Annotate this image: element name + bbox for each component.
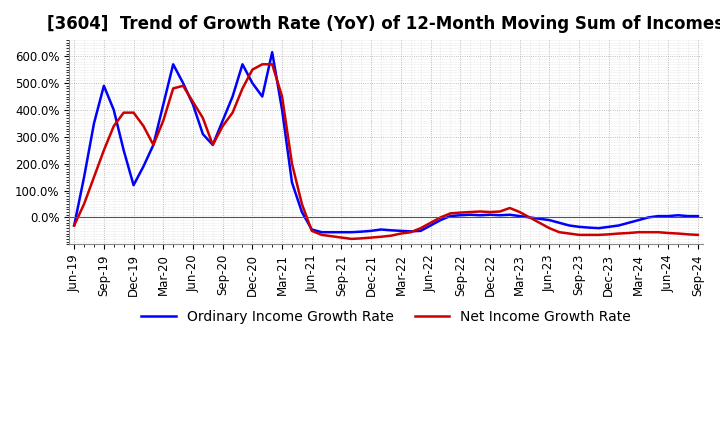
Ordinary Income Growth Rate [397, 228, 405, 234]
Ordinary Income Growth Rate [693, 213, 702, 219]
Line: Ordinary Income Growth Rate: Ordinary Income Growth Rate [74, 52, 698, 232]
Ordinary Income Growth Rate [495, 213, 504, 218]
Ordinary Income Growth Rate [347, 230, 356, 235]
Ordinary Income Growth Rate [318, 230, 326, 235]
Net Income Growth Rate [486, 209, 495, 215]
Net Income Growth Rate [149, 142, 158, 147]
Ordinary Income Growth Rate [486, 212, 495, 217]
Ordinary Income Growth Rate [436, 217, 445, 223]
Ordinary Income Growth Rate [149, 142, 158, 147]
Legend: Ordinary Income Growth Rate, Net Income Growth Rate: Ordinary Income Growth Rate, Net Income … [135, 304, 636, 329]
Net Income Growth Rate [397, 231, 405, 236]
Net Income Growth Rate [495, 209, 504, 214]
Net Income Growth Rate [337, 235, 346, 240]
Net Income Growth Rate [347, 236, 356, 242]
Net Income Growth Rate [70, 223, 78, 228]
Net Income Growth Rate [258, 62, 266, 67]
Ordinary Income Growth Rate [268, 50, 276, 55]
Ordinary Income Growth Rate [70, 223, 78, 228]
Net Income Growth Rate [436, 215, 445, 220]
Title: [3604]  Trend of Growth Rate (YoY) of 12-Month Moving Sum of Incomes: [3604] Trend of Growth Rate (YoY) of 12-… [48, 15, 720, 33]
Net Income Growth Rate [693, 232, 702, 238]
Line: Net Income Growth Rate: Net Income Growth Rate [74, 64, 698, 239]
